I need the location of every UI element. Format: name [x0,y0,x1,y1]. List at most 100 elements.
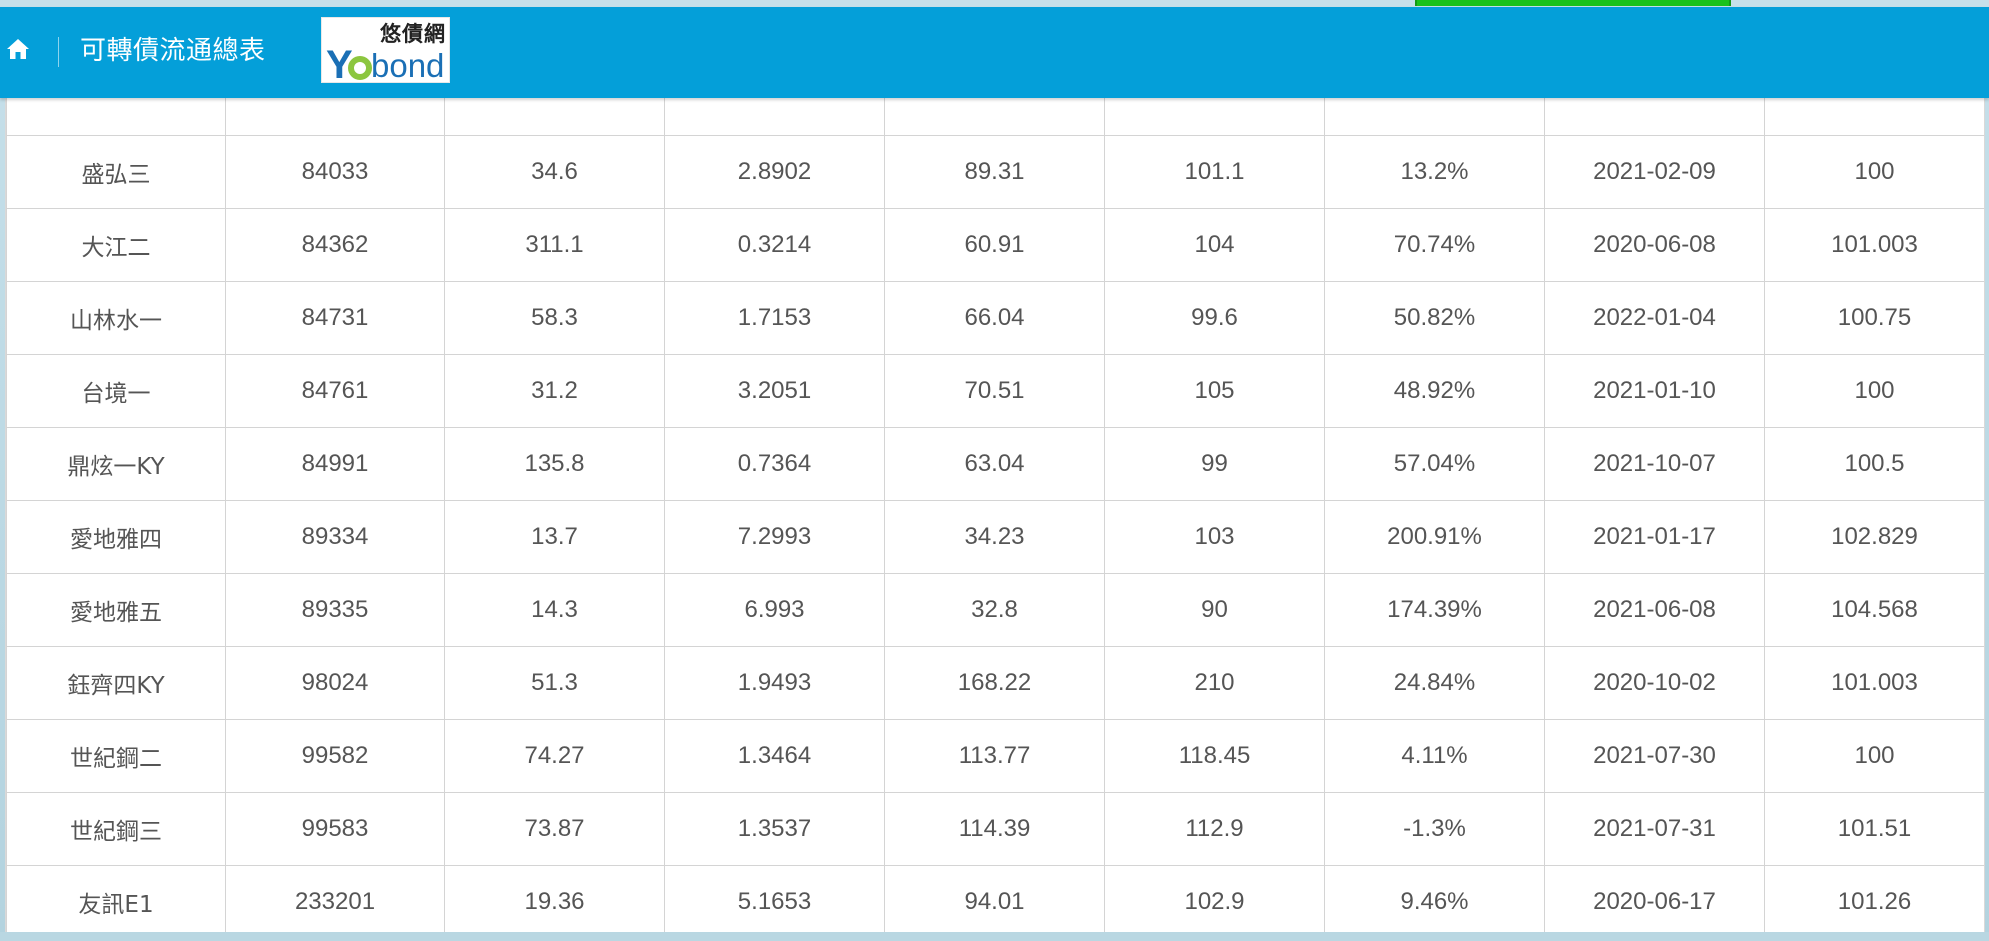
bond-name-cell: 大江二 [6,208,226,282]
table-cell: 0.3214 [664,208,885,282]
yobond-logo-mark: Y bond [326,43,444,82]
table-cell: 101.26 [1764,865,1984,932]
table-cell: 32.8 [884,573,1105,647]
table-cell: 60.91 [884,208,1105,282]
table-cell: 84991 [225,427,445,501]
table-cell: 100 [1764,719,1984,793]
table-cell: 57.04% [1324,427,1545,501]
table-cell: 13.2% [1324,135,1545,209]
table-cell: 174.39% [1324,573,1545,647]
table-cell: 6.993 [664,573,885,647]
table-cell: 4.11% [1324,719,1545,793]
bond-name-cell: 世紀鋼二 [6,719,226,793]
table-cell: 135.8 [444,427,665,501]
table-cell: 34.6 [444,135,665,209]
table-cell: 112.9 [1104,792,1325,866]
table-row[interactable]: 世紀鋼三 99583 73.87 1.3537 114.39 112.9 -1.3% 2021… [6,792,1984,866]
table-cell: 89335 [225,573,445,647]
top-header-bar: 可轉債流通總表 悠債網 Y bond [0,7,1989,98]
table-cell: 102.9 [1104,865,1325,932]
table-cell: 2021-07-31 [1544,792,1765,866]
top-green-tab[interactable] [1415,0,1731,6]
table-cell: 2020-06-17 [1544,865,1765,932]
table-cell: 89.31 [884,135,1105,209]
table-cell: 118.45 [1104,719,1325,793]
bond-name-cell: 盛弘三 [6,135,226,209]
table-cell: 114.39 [884,792,1105,866]
table-cell: 101.51 [1764,792,1984,866]
table-cell: 233201 [225,865,445,932]
table-cell: 2021-01-10 [1544,354,1765,428]
table-cell: 100 [1764,135,1984,209]
table-cell: 2021-06-08 [1544,573,1765,647]
bond-name-cell: 世紀鋼三 [6,792,226,866]
table-cell: 2020-10-02 [1544,646,1765,720]
table-cell: 73.87 [444,792,665,866]
table-cell: 70.74% [1324,208,1545,282]
table-cell: 2022-01-04 [1544,281,1765,355]
table-cell: 2021-01-17 [1544,500,1765,574]
table-row[interactable]: 鈺齊四KY 98024 51.3 1.9493 168.22 210 24.84% 2020-… [6,646,1984,720]
bottom-edge [0,932,1989,941]
table-cell: 100 [1764,354,1984,428]
header-divider [58,37,59,67]
table-row[interactable]: 大江二 84362 311.1 0.3214 60.91 104 70.74% 2020-06… [6,208,1984,282]
table-row[interactable]: 世紀鋼二 99582 74.27 1.3464 113.77 118.45 4.11% 202… [6,719,1984,793]
table-cell: 101.1 [1104,135,1325,209]
table-cell: 2021-10-07 [1544,427,1765,501]
table-cell: 99582 [225,719,445,793]
table-row[interactable]: 愛地雅五 89335 14.3 6.993 32.8 90 174.39% 2021-06-0… [6,573,1984,647]
convertible-bond-table-panel: 盛弘三 84033 34.6 2.8902 89.31 101.1 13.2% 2021-02… [5,56,1985,932]
table-cell: 51.3 [444,646,665,720]
table-cell: 90 [1104,573,1325,647]
table-cell: 168.22 [884,646,1105,720]
table-cell: 9.46% [1324,865,1545,932]
table-row[interactable]: 鼎炫一KY 84991 135.8 0.7364 63.04 99 57.04% 2021-1… [6,427,1984,501]
table-cell: 2.8902 [664,135,885,209]
table-cell: 58.3 [444,281,665,355]
table-cell: 101.003 [1764,646,1984,720]
table-cell: 3.2051 [664,354,885,428]
home-button[interactable] [4,35,32,63]
svg-text:bond: bond [371,47,444,82]
bond-name-cell: 鈺齊四KY [6,646,226,720]
table-row[interactable]: 台境一 84761 31.2 3.2051 70.51 105 48.92% 2021-01-… [6,354,1984,428]
table-cell: 50.82% [1324,281,1545,355]
convertible-bond-table: 盛弘三 84033 34.6 2.8902 89.31 101.1 13.2% 2021-02… [6,62,1984,932]
table-cell: 19.36 [444,865,665,932]
bond-name-cell: 鼎炫一KY [6,427,226,501]
table-cell: 113.77 [884,719,1105,793]
table-cell: 2021-02-09 [1544,135,1765,209]
bond-name-cell: 山林水一 [6,281,226,355]
table-row[interactable]: 山林水一 84731 58.3 1.7153 66.04 99.6 50.82% 2022-0… [6,281,1984,355]
table-cell: 99583 [225,792,445,866]
table-cell: 84362 [225,208,445,282]
table-cell: 84033 [225,135,445,209]
table-cell: -1.3% [1324,792,1545,866]
svg-text:Y: Y [326,43,353,82]
table-row[interactable]: 友訊E1 233201 19.36 5.1653 94.01 102.9 9.46% 2020… [6,865,1984,932]
table-cell: 200.91% [1324,500,1545,574]
table-cell: 74.27 [444,719,665,793]
bond-name-cell: 愛地雅五 [6,573,226,647]
table-cell: 14.3 [444,573,665,647]
table-cell: 99 [1104,427,1325,501]
table-cell: 104 [1104,208,1325,282]
table-cell: 1.3537 [664,792,885,866]
bond-name-cell: 台境一 [6,354,226,428]
table-cell: 102.829 [1764,500,1984,574]
table-cell: 94.01 [884,865,1105,932]
table-cell: 70.51 [884,354,1105,428]
table-cell: 31.2 [444,354,665,428]
home-icon [7,39,29,59]
bond-name-cell: 友訊E1 [6,865,226,932]
table-cell: 1.7153 [664,281,885,355]
table-body: 盛弘三 84033 34.6 2.8902 89.31 101.1 13.2% 2021-02… [6,62,1984,932]
table-row[interactable]: 愛地雅四 89334 13.7 7.2993 34.23 103 200.91% 2021-0… [6,500,1984,574]
table-cell: 98024 [225,646,445,720]
table-row[interactable]: 盛弘三 84033 34.6 2.8902 89.31 101.1 13.2% 2021-02… [6,135,1984,209]
table-cell: 84761 [225,354,445,428]
table-cell: 84731 [225,281,445,355]
yobond-logo[interactable]: 悠債網 Y bond [321,17,450,83]
table-cell: 2020-06-08 [1544,208,1765,282]
